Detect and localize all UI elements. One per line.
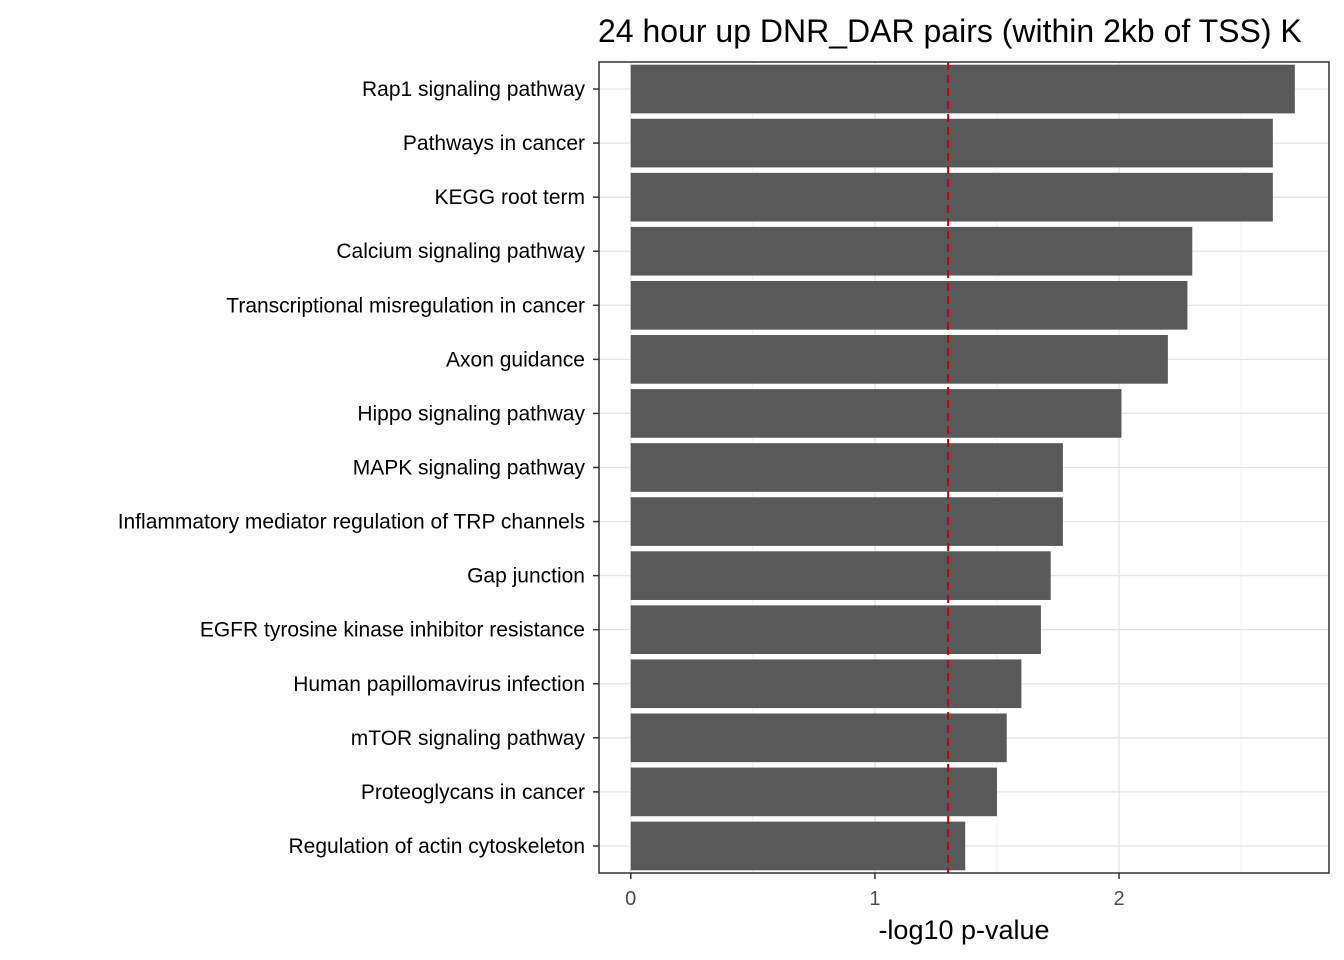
y-tick-label: Human papillomavirus infection <box>293 673 585 696</box>
bar <box>630 821 966 871</box>
x-axis-title: -log10 p-value <box>878 915 1049 945</box>
bar <box>630 226 1193 276</box>
bar <box>630 551 1051 600</box>
bar <box>630 497 1063 546</box>
bar <box>630 280 1188 330</box>
y-axis-labels: Rap1 signaling pathway Pathways in cancer… <box>118 78 599 858</box>
y-tick-label: EGFR tyrosine kinase inhibitor resistanc… <box>200 619 585 642</box>
bar <box>630 713 1007 763</box>
y-tick-label: KEGG root term <box>434 186 585 209</box>
y-tick-label: Calcium signaling pathway <box>336 240 585 263</box>
bar <box>630 118 1273 168</box>
y-tick-label: Axon guidance <box>446 348 585 371</box>
x-tick-label: 2 <box>1113 888 1124 910</box>
bar <box>630 64 1295 114</box>
y-tick-label: Pathways in cancer <box>403 132 585 155</box>
y-tick-label: Gap junction <box>467 565 585 588</box>
x-tick-label: 0 <box>625 888 636 910</box>
bar <box>630 659 1022 709</box>
bar <box>630 335 1168 384</box>
y-tick-label: Hippo signaling pathway <box>357 402 585 425</box>
y-tick-label: Transcriptional misregulation in cancer <box>226 294 585 317</box>
y-tick-label: Regulation of actin cytoskeleton <box>288 835 585 858</box>
chart-title: 24 hour up DNR_DAR pairs (within 2kb of … <box>598 13 1302 49</box>
bar <box>630 767 997 817</box>
x-axis-ticks: 0 1 2 <box>625 873 1125 910</box>
y-tick-label: mTOR signaling pathway <box>351 727 586 750</box>
bar <box>630 172 1273 222</box>
y-tick-label: Rap1 signaling pathway <box>362 78 585 101</box>
bars <box>630 64 1295 871</box>
x-tick-label: 1 <box>869 888 880 910</box>
y-tick-label: MAPK signaling pathway <box>353 457 586 480</box>
bar <box>630 443 1063 492</box>
bar <box>630 605 1041 655</box>
y-tick-label: Inflammatory mediator regulation of TRP … <box>118 511 585 534</box>
y-tick-label: Proteoglycans in cancer <box>361 781 585 804</box>
bar <box>630 389 1122 438</box>
